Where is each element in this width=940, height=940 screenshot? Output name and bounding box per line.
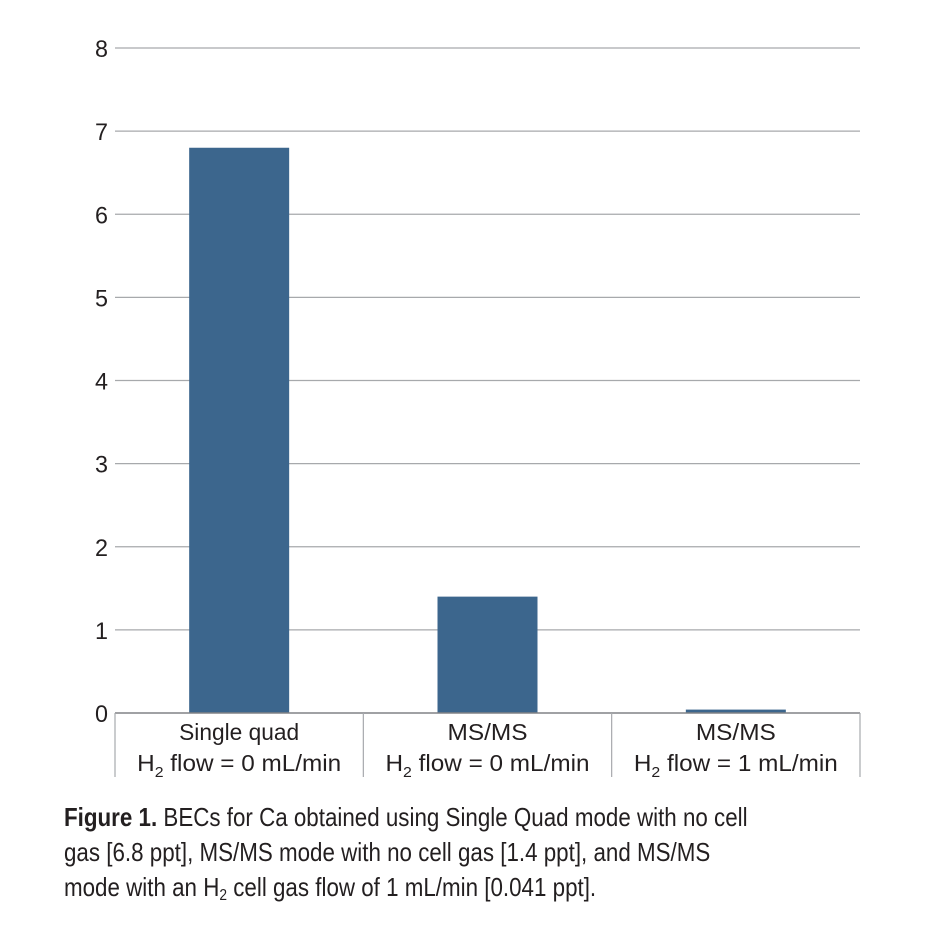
category-label-line1: MS/MS (696, 719, 776, 745)
category-label-line1: MS/MS (448, 719, 528, 745)
category-label-line2: H2 flow = 0 mL/min (137, 750, 341, 781)
y-tick-label: 1 (95, 618, 108, 645)
y-tick-label: 6 (95, 202, 108, 229)
caption-figure-label: Figure 1. (64, 802, 158, 832)
category-label-line2: H2 flow = 1 mL/min (634, 750, 838, 781)
y-tick-label: 8 (95, 36, 108, 63)
category-label-line1: Single quad (179, 719, 299, 745)
y-tick-label: 3 (95, 452, 108, 479)
bar (437, 596, 538, 713)
bar-chart: 0 1 2 3 4 5 6 7 8 Single quad H2 flow = 0 mL/min M… (95, 36, 861, 781)
x-axis (114, 712, 861, 777)
y-tick-label: 2 (95, 535, 108, 562)
y-tick-label: 0 (95, 701, 108, 728)
y-tick-label: 5 (95, 285, 108, 312)
caption-text-1: BECs for Ca obtained using Single Quad m… (157, 802, 748, 832)
caption-line-2: gas [6.8 ppt], MS/MS mode with no cell g… (64, 837, 711, 867)
y-tick-label: 4 (95, 369, 108, 396)
caption-line-3: mode with an H2 cell gas flow of 1 mL/mi… (64, 870, 769, 905)
bar (189, 147, 290, 713)
caption-text-3a: mode with an H (64, 872, 220, 902)
y-tick-label: 7 (95, 119, 108, 146)
figure-caption: Figure 1. BECs for Ca obtained using Sin… (64, 800, 769, 905)
caption-line-1: Figure 1. BECs for Ca obtained using Sin… (64, 800, 769, 835)
bar (685, 709, 786, 713)
category-label-line2: H2 flow = 0 mL/min (386, 750, 590, 781)
caption-subscript: 2 (219, 887, 228, 904)
bars (189, 147, 786, 713)
caption-text-3b: cell gas flow of 1 mL/min [0.041 ppt]. (227, 872, 597, 902)
x-axis-category-labels: Single quad H2 flow = 0 mL/min MS/MS H2 flo… (137, 719, 838, 781)
y-axis-ticks: 0 1 2 3 4 5 6 7 8 (95, 36, 108, 728)
